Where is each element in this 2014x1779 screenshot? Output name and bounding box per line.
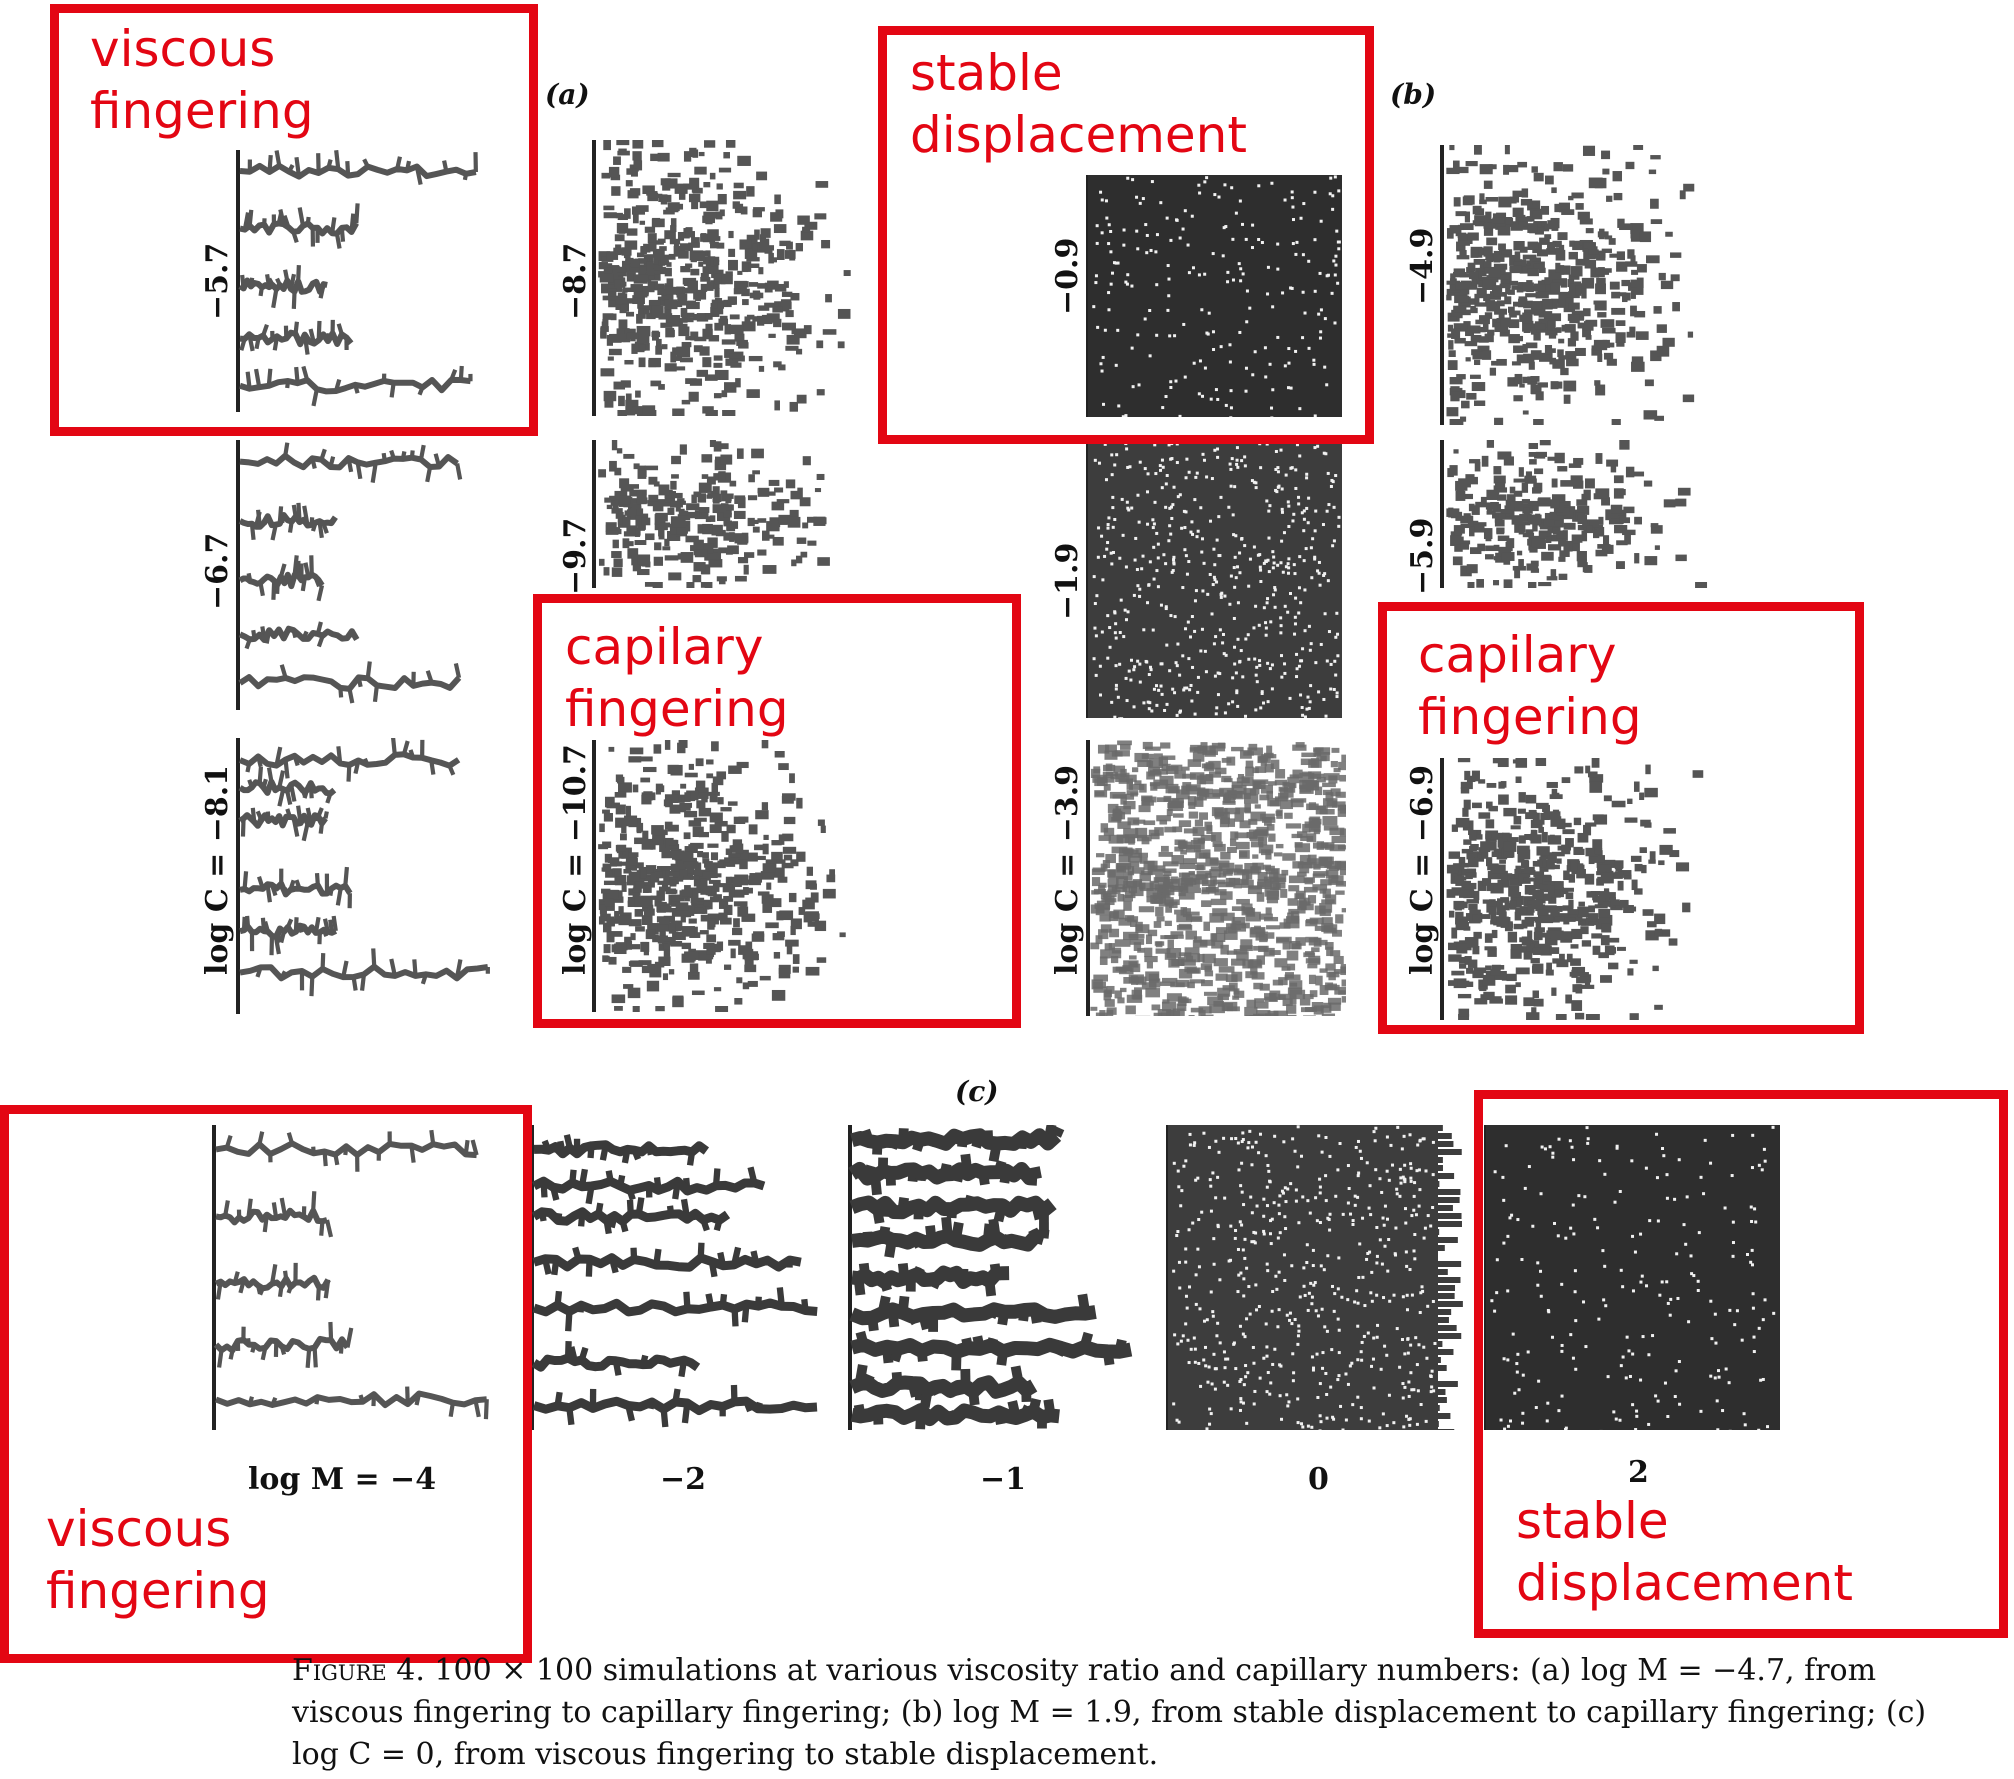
annotation-box-viscous-1 — [50, 4, 538, 436]
log-m-label-c-1: log M = −4 — [248, 1462, 437, 1497]
caption-text: 4. 100 × 100 simulations at various visc… — [292, 1653, 1927, 1772]
sim-panel-b-5 — [1440, 440, 1710, 588]
log-c-label-b-4: −4.9 — [1405, 227, 1440, 305]
annotation-text-viscous-1: viscous fingering — [90, 20, 314, 140]
panel-label-c: (c) — [955, 1075, 999, 1108]
log-c-label-a-5: −9.7 — [558, 517, 593, 595]
log-c-label-a-4: −8.7 — [558, 242, 593, 320]
sim-panel-b-3 — [1086, 740, 1346, 1016]
panel-label-a: (a) — [545, 78, 590, 111]
sim-panel-a-2 — [236, 440, 506, 710]
log-m-label-c-5: 2 — [1628, 1455, 1649, 1490]
panel-label-b: (b) — [1390, 78, 1437, 111]
log-c-label-b-2: −1.9 — [1050, 542, 1085, 620]
sim-panel-b-2 — [1086, 440, 1346, 718]
annotation-text-viscous-2: viscous fingering — [46, 1500, 270, 1620]
log-c-label-a-3: log C = −8.1 — [200, 764, 235, 975]
sim-panel-a-3 — [236, 738, 506, 1014]
caption-figure-word: Figure — [292, 1653, 387, 1688]
annotation-text-capillary-2: capilary fingering — [1418, 626, 1642, 746]
sim-panel-c-3 — [848, 1125, 1148, 1430]
sim-panel-a-4 — [592, 140, 862, 416]
log-c-label-a-2: −6.7 — [200, 532, 235, 610]
annotation-box-stable-1 — [878, 26, 1374, 444]
sim-panel-c-1 — [212, 1125, 512, 1430]
sim-panel-c-2 — [530, 1125, 830, 1430]
log-m-label-c-4: 0 — [1308, 1462, 1329, 1497]
sim-panel-b-4 — [1440, 145, 1710, 425]
annotation-text-capillary-1: capilary fingering — [565, 618, 789, 738]
figure-caption: Figure 4. 100 × 100 simulations at vario… — [292, 1650, 1932, 1776]
sim-panel-a-6 — [592, 740, 862, 1012]
annotation-box-viscous-2 — [0, 1105, 532, 1663]
sim-panel-b-1 — [1086, 175, 1346, 417]
log-m-label-c-2: −2 — [660, 1462, 707, 1497]
annotation-box-capillary-2 — [1378, 602, 1864, 1034]
annotation-text-stable-1: stable displacement — [910, 44, 1247, 164]
log-c-label-b-3: log C = −3.9 — [1050, 764, 1085, 975]
annotation-text-stable-2: stable displacement — [1516, 1492, 1853, 1612]
log-m-label-c-3: −1 — [980, 1462, 1027, 1497]
sim-panel-a-5 — [592, 440, 862, 588]
annotation-box-stable-2 — [1474, 1090, 2008, 1638]
sim-panel-a-1 — [236, 150, 506, 412]
log-c-label-b-5: −5.9 — [1405, 517, 1440, 595]
sim-panel-c-5 — [1484, 1125, 1784, 1430]
annotation-box-capillary-1 — [533, 594, 1021, 1028]
sim-panel-c-4 — [1166, 1125, 1466, 1430]
sim-panel-b-6 — [1440, 758, 1710, 1020]
